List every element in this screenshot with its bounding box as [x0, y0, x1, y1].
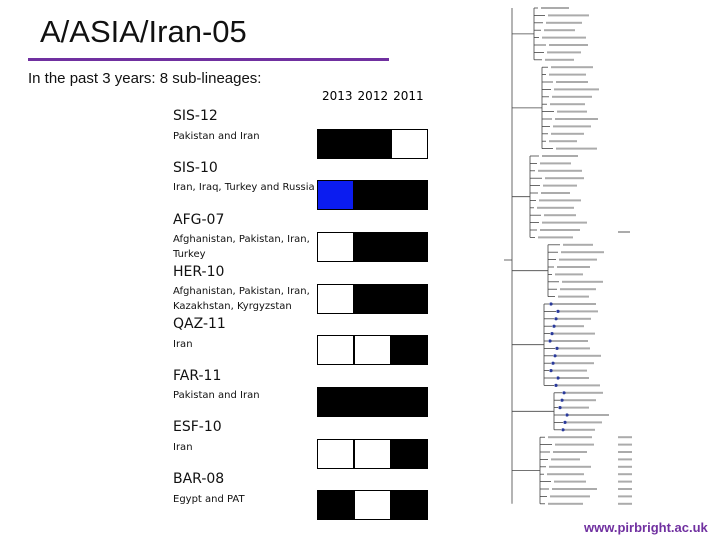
lineage-countries: Iran [173, 442, 193, 453]
title-underline [28, 58, 389, 61]
lineage-countries: Iran, Iraq, Turkey and Russia [173, 182, 315, 193]
presence-row [317, 439, 428, 469]
presence-cell [317, 490, 354, 520]
presence-row [317, 335, 428, 365]
presence-cell [391, 180, 428, 210]
presence-cell [317, 335, 354, 365]
year-label: 2012 [357, 89, 389, 103]
presence-cell [354, 284, 391, 314]
presence-cell [317, 180, 354, 210]
lineage-countries: Afghanistan, Pakistan, Iran, Turkey [173, 234, 310, 260]
presence-cell [391, 335, 428, 365]
phylogenetic-tree-figure [504, 7, 632, 505]
presence-row [317, 387, 428, 417]
presence-row [317, 129, 428, 159]
presence-cell [354, 335, 391, 365]
presence-row [317, 232, 428, 262]
year-label: 2013 [322, 89, 353, 103]
presence-cell [391, 129, 428, 159]
presence-cell [354, 232, 391, 262]
year-header: 2013 2012 2011 [322, 89, 424, 103]
presence-cell [391, 387, 428, 417]
lineage-countries: Iran [173, 339, 193, 350]
presence-cell [317, 284, 354, 314]
year-label: 2011 [393, 89, 424, 103]
presence-row [317, 490, 428, 520]
presence-cell [391, 232, 428, 262]
lineage-name: SIS-10 [173, 160, 218, 176]
lineage-name: HER-10 [173, 264, 225, 280]
presence-cell [317, 129, 354, 159]
lineage-countries: Pakistan and Iran [173, 131, 260, 142]
presence-cell [391, 284, 428, 314]
lineage-countries: Pakistan and Iran [173, 390, 260, 401]
lineage-name: ESF-10 [173, 419, 222, 435]
presence-cell [354, 129, 391, 159]
presence-cell [391, 439, 428, 469]
lineage-name: FAR-11 [173, 368, 222, 384]
presence-row [317, 284, 428, 314]
lineage-countries: Egypt and PAT [173, 494, 245, 505]
lineage-name: SIS-12 [173, 108, 218, 124]
presence-cell [354, 180, 391, 210]
slide-title: A/ASIA/Iran-05 [40, 14, 247, 49]
presence-cell [317, 232, 354, 262]
presence-cell [317, 439, 354, 469]
website-footer: www.pirbright.ac.uk [584, 520, 708, 535]
presence-cell [354, 490, 391, 520]
presence-cell [354, 439, 391, 469]
lineage-name: AFG-07 [173, 212, 225, 228]
presence-cell [391, 490, 428, 520]
slide-subtitle: In the past 3 years: 8 sub-lineages: [28, 70, 262, 87]
lineage-name: QAZ-11 [173, 316, 226, 332]
presence-row [317, 180, 428, 210]
lineage-countries: Afghanistan, Pakistan, Iran, Kazakhstan,… [173, 286, 310, 312]
lineage-name: BAR-08 [173, 471, 225, 487]
presence-cell [317, 387, 354, 417]
presence-cell [354, 387, 391, 417]
